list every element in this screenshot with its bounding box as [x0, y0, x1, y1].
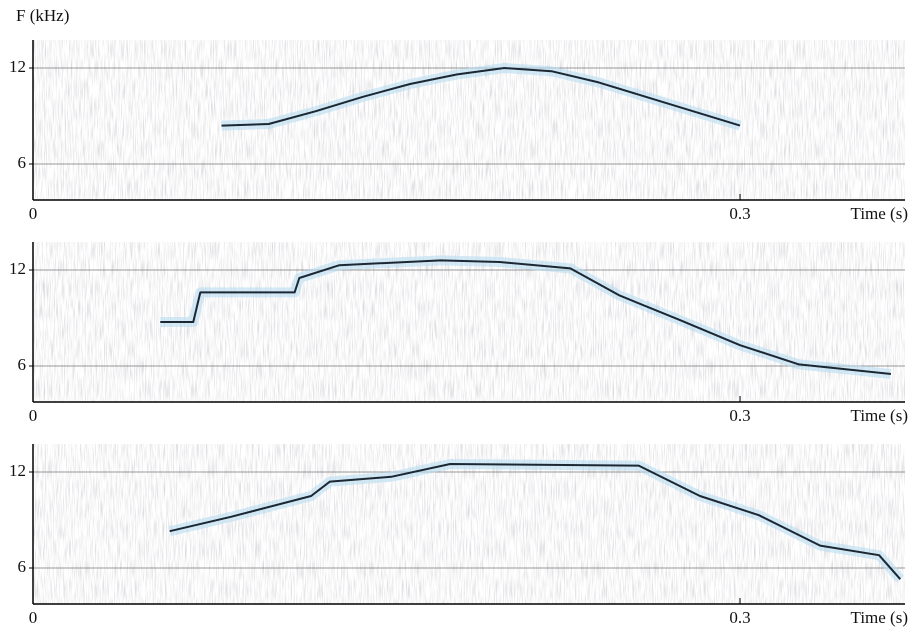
y-tick-label: 6 — [18, 557, 27, 576]
y-tick-label: 12 — [9, 259, 26, 278]
x-tick-label: 0 — [29, 406, 38, 425]
y-tick-label: 6 — [18, 355, 27, 374]
spectrogram-background — [33, 40, 905, 200]
y-tick-label: 12 — [9, 57, 26, 76]
contour — [169, 463, 902, 580]
x-tick-label: 0.3 — [729, 608, 750, 627]
contour — [160, 259, 891, 375]
x-axis-label: Time (s) — [851, 608, 908, 627]
spectrogram-background — [33, 444, 905, 604]
y-tick-label: 6 — [18, 153, 27, 172]
x-tick-label: 0.3 — [729, 204, 750, 223]
x-axis-label: Time (s) — [851, 406, 908, 425]
contour — [221, 67, 741, 127]
x-tick-label: 0 — [29, 204, 38, 223]
x-axis-label: Time (s) — [851, 204, 908, 223]
x-tick-label: 0 — [29, 608, 38, 627]
x-tick-label: 0.3 — [729, 406, 750, 425]
y-tick-label: 12 — [9, 461, 26, 480]
y-axis-label: F (kHz) — [16, 6, 69, 25]
